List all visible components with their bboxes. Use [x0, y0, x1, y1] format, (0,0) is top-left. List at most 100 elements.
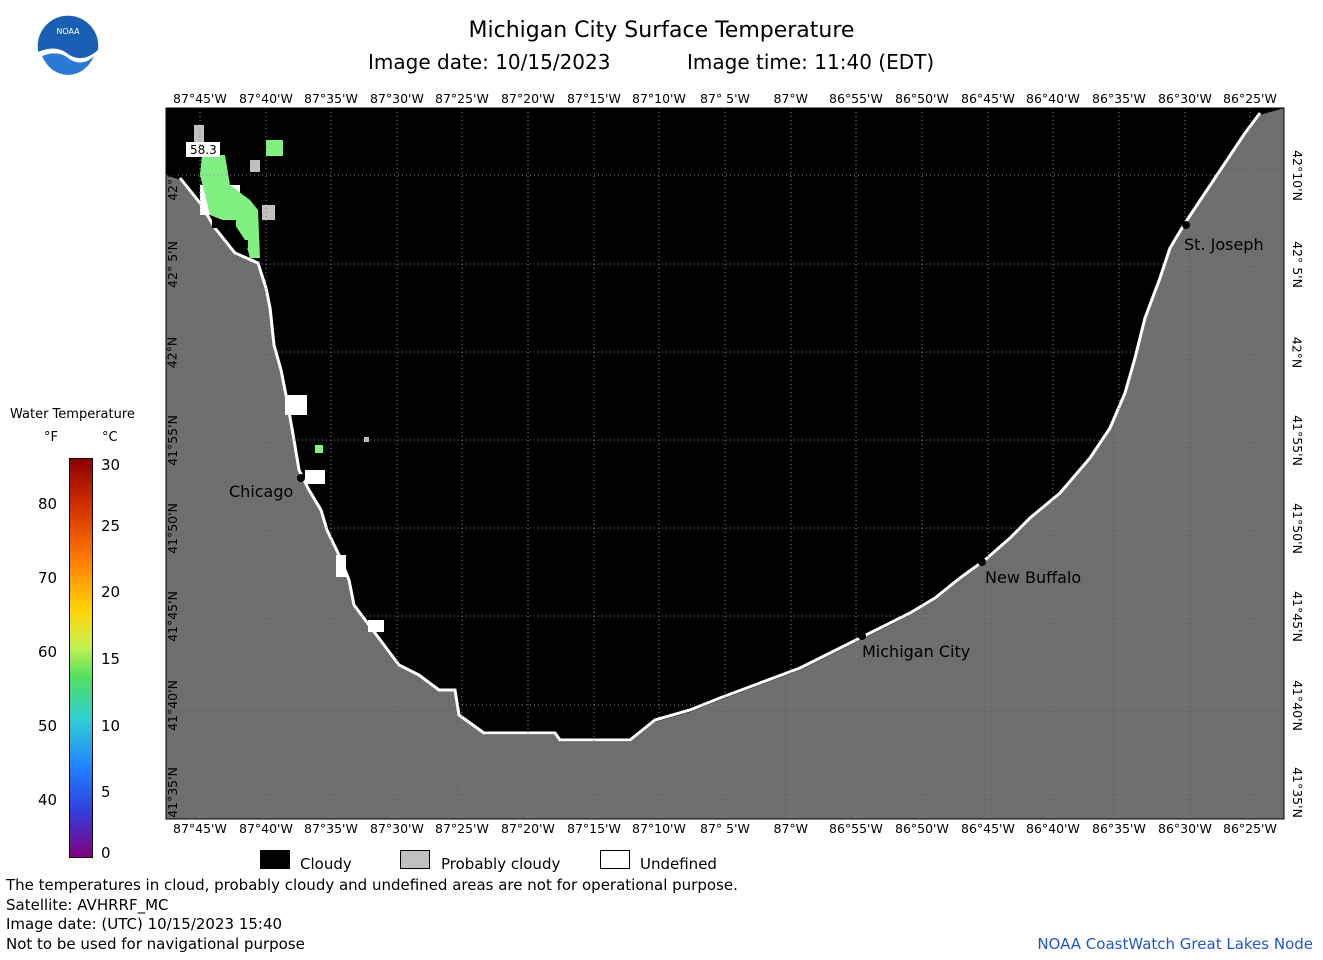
- y-tick-label: 42°N: [164, 336, 180, 368]
- x-tick-label: 86°30'W: [1158, 91, 1212, 106]
- image-time: Image time: 11:40 (EDT): [687, 50, 935, 74]
- undefined-patch: [305, 470, 325, 484]
- chicago-label: Chicago: [229, 482, 294, 501]
- x-tick-label: 87°W: [773, 91, 809, 106]
- x-tick-label: 86°30'W: [1158, 821, 1212, 836]
- x-tick-label: 87°30'W: [370, 821, 424, 836]
- x-tick-label: 86°35'W: [1092, 821, 1146, 836]
- x-tick-label: 87°15'W: [567, 821, 621, 836]
- x-tick-label: 87°30'W: [370, 91, 424, 106]
- y-tick-label: 41°40'N: [164, 679, 180, 731]
- y-tick-label: 42°10'N: [1289, 149, 1305, 201]
- cloud-patch: [240, 240, 248, 248]
- y-tick-label: 42°N: [1289, 336, 1305, 368]
- cloud-patch: [212, 220, 236, 228]
- unit-c: °C: [102, 430, 118, 445]
- colorbar-c-tick: 20: [101, 583, 121, 601]
- colorbar-c-tick: 10: [101, 717, 121, 735]
- x-tick-label: 86°50'W: [895, 821, 949, 836]
- noaa-logo: NOAA: [36, 14, 100, 78]
- colorbar-c-tick: 0: [101, 844, 111, 862]
- y-tick-label: 41°35'N: [1289, 766, 1305, 818]
- colorbar-c-tick: 25: [101, 517, 121, 535]
- y-tick-label: 41°50'N: [1289, 502, 1305, 554]
- map-title: Michigan City Surface Temperature: [468, 18, 855, 43]
- x-tick-label: 87°25'W: [435, 821, 489, 836]
- nav-warning-text: Not to be used for navigational purpose: [6, 935, 305, 953]
- x-tick-label: 86°55'W: [829, 91, 883, 106]
- undefined-swatch: [600, 850, 630, 869]
- x-tick-label: 86°45'W: [961, 91, 1015, 106]
- x-tick-label: 86°25'W: [1223, 91, 1277, 106]
- x-tick-label: 86°40'W: [1026, 821, 1080, 836]
- chicago-marker: [297, 474, 305, 482]
- x-tick-label: 87°10'W: [632, 821, 686, 836]
- utc-date-text: Image date: (UTC) 10/15/2023 15:40: [6, 915, 283, 933]
- sample-value: 58.3: [190, 143, 217, 157]
- y-tick-label: 41°35'N: [164, 766, 180, 818]
- x-tick-label: 86°50'W: [895, 91, 949, 106]
- image-date: Image date: 10/15/2023: [368, 50, 611, 74]
- map-frame: [165, 107, 1285, 820]
- cloudy-label: Cloudy: [300, 855, 352, 873]
- x-tick-label: 86°55'W: [829, 821, 883, 836]
- undefined-patch: [368, 620, 384, 632]
- probably-cloudy-label: Probably cloudy: [441, 855, 561, 873]
- colorbar-c-tick: 15: [101, 650, 121, 668]
- x-tick-label: 87°20'W: [501, 91, 555, 106]
- colorbar-f-tick: 80: [38, 495, 58, 513]
- unit-f: °F: [44, 430, 58, 445]
- x-tick-label: 86°25'W: [1223, 821, 1277, 836]
- x-tick-label: 87°40'W: [239, 821, 293, 836]
- grid: [166, 108, 1284, 819]
- undefined-patch: [336, 555, 346, 577]
- undefined-patch: [285, 395, 307, 415]
- x-tick-label: 87°45'W: [173, 821, 227, 836]
- x-tick-label: 87°20'W: [501, 821, 555, 836]
- new-buffalo-label: New Buffalo: [985, 568, 1082, 587]
- y-tick-label: 41°45'N: [164, 590, 180, 642]
- probably-cloudy-patch: [194, 125, 204, 150]
- undefined-label: Undefined: [640, 855, 717, 873]
- x-tick-label: 86°45'W: [961, 821, 1015, 836]
- st-joseph-label: St. Joseph: [1184, 235, 1264, 254]
- credit-text: NOAA CoastWatch Great Lakes Node: [1037, 935, 1313, 953]
- y-tick-label: 41°50'N: [164, 502, 180, 554]
- michigan-city-marker: [858, 632, 866, 640]
- probably-cloudy-patch: [262, 205, 275, 220]
- y-tick-label: 41°55'N: [1289, 414, 1305, 466]
- disclaimer-text: The temperatures in cloud, probably clou…: [6, 876, 738, 894]
- y-tick-label: 42° 5'N: [164, 240, 180, 288]
- colorbar-f-tick: 70: [38, 569, 58, 587]
- y-tick-label: 41°40'N: [1289, 679, 1305, 731]
- probably-cloudy-patch: [250, 160, 260, 172]
- x-tick-label: 87°10'W: [632, 91, 686, 106]
- satellite-text: Satellite: AVHRRF_MC: [6, 896, 169, 914]
- colorbar-f-tick: 60: [38, 643, 58, 661]
- x-tick-label: 86°35'W: [1092, 91, 1146, 106]
- water-temp-patch: [200, 155, 260, 258]
- cloudy-swatch: [260, 850, 290, 869]
- michigan-city-label: Michigan City: [862, 642, 971, 661]
- sample-label-box: [186, 142, 220, 157]
- logo-text: NOAA: [56, 27, 80, 36]
- x-tick-label: 87° 5'W: [700, 91, 750, 106]
- y-tick-label: 42°10'N: [164, 149, 180, 201]
- x-tick-label: 87°25'W: [435, 91, 489, 106]
- x-tick-label: 87°35'W: [304, 821, 358, 836]
- colorbar: [69, 458, 93, 858]
- colorbar-f-tick: 50: [38, 717, 58, 735]
- x-tick-label: 87°40'W: [239, 91, 293, 106]
- x-tick-label: 87°W: [773, 821, 809, 836]
- colorbar-c-tick: 5: [101, 783, 111, 801]
- land-left: [166, 108, 1284, 819]
- y-tick-label: 41°45'N: [1289, 590, 1305, 642]
- x-tick-label: 87°45'W: [173, 91, 227, 106]
- probably-cloudy-swatch: [400, 850, 430, 869]
- colorbar-f-tick: 40: [38, 791, 58, 809]
- y-tick-label: 41°55'N: [164, 414, 180, 466]
- x-tick-label: 87°35'W: [304, 91, 358, 106]
- x-tick-label: 87° 5'W: [700, 821, 750, 836]
- st-joseph-marker: [1182, 221, 1190, 229]
